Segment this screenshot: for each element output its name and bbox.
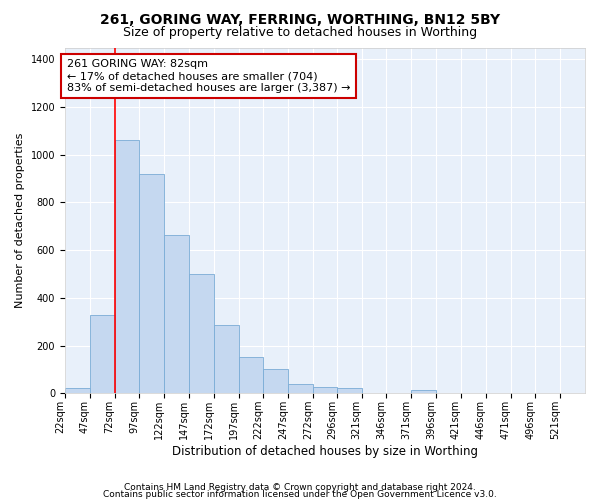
Bar <box>115 140 139 393</box>
Bar <box>313 387 337 393</box>
Y-axis label: Number of detached properties: Number of detached properties <box>15 132 25 308</box>
Bar <box>263 368 288 393</box>
Bar <box>337 388 362 393</box>
X-axis label: Distribution of detached houses by size in Worthing: Distribution of detached houses by size … <box>172 444 478 458</box>
Bar <box>139 174 164 393</box>
Bar <box>164 234 189 393</box>
Bar <box>90 314 115 393</box>
Bar <box>288 384 313 393</box>
Bar <box>189 274 214 393</box>
Bar <box>214 325 239 393</box>
Text: Size of property relative to detached houses in Worthing: Size of property relative to detached ho… <box>123 26 477 39</box>
Bar <box>65 388 90 393</box>
Text: 261 GORING WAY: 82sqm
← 17% of detached houses are smaller (704)
83% of semi-det: 261 GORING WAY: 82sqm ← 17% of detached … <box>67 60 350 92</box>
Text: Contains HM Land Registry data © Crown copyright and database right 2024.: Contains HM Land Registry data © Crown c… <box>124 484 476 492</box>
Text: Contains public sector information licensed under the Open Government Licence v3: Contains public sector information licen… <box>103 490 497 499</box>
Bar <box>412 390 436 393</box>
Text: 261, GORING WAY, FERRING, WORTHING, BN12 5BY: 261, GORING WAY, FERRING, WORTHING, BN12… <box>100 12 500 26</box>
Bar <box>239 358 263 393</box>
